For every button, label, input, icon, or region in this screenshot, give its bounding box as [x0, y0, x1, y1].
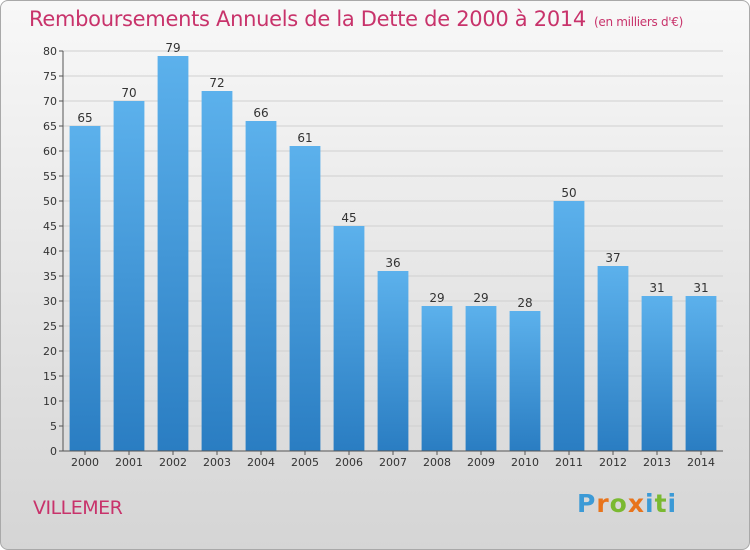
y-tick-label: 45 [43, 220, 57, 233]
x-tick-label-2000: 2000 [71, 456, 99, 469]
x-tick-label-2004: 2004 [247, 456, 275, 469]
x-tick-label-2003: 2003 [203, 456, 231, 469]
commune-name: VILLEMER [33, 497, 123, 519]
x-tick-label-2013: 2013 [643, 456, 671, 469]
data-label-2013: 31 [649, 281, 664, 295]
bar-2010 [509, 311, 541, 451]
bar-2001 [113, 101, 145, 451]
axes: 0 5 10 15 20 25 30 35 40 45 50 55 60 65 70 75 80 2000 2001… [43, 45, 723, 469]
logo-letter: r [596, 489, 610, 518]
data-label-2009: 29 [473, 291, 488, 305]
x-tick-label-2012: 2012 [599, 456, 627, 469]
bar-2006 [333, 226, 365, 451]
bar-2003 [201, 91, 233, 451]
bar-2007 [377, 271, 409, 451]
y-tick-label: 30 [43, 295, 57, 308]
data-label-2012: 37 [605, 251, 620, 265]
x-tick-label-2005: 2005 [291, 456, 319, 469]
y-tick-label: 70 [43, 95, 57, 108]
logo-letter: t [654, 489, 668, 518]
bar-2000 [69, 126, 101, 451]
y-tick-label: 60 [43, 145, 57, 158]
logo-letter: P [577, 489, 597, 518]
x-tick-label-2009: 2009 [467, 456, 495, 469]
data-label-2010: 28 [517, 296, 532, 310]
y-tick-label: 10 [43, 395, 57, 408]
y-tick-label: 50 [43, 195, 57, 208]
x-tick-label-2006: 2006 [335, 456, 363, 469]
bar-2012 [597, 266, 629, 451]
bar-2002 [157, 56, 189, 451]
x-tick-label-2014: 2014 [687, 456, 715, 469]
y-tick-label: 35 [43, 270, 57, 283]
bar-2004 [245, 121, 277, 451]
chart-title: Remboursements Annuels de la Dette de 20… [29, 7, 683, 31]
bar-2014 [685, 296, 717, 451]
bars: 65 70 79 72 66 61 45 36 29 29 28 50 37 31 31 [69, 41, 717, 451]
chart-unit: (en milliers d'€) [594, 15, 684, 29]
logo-letter: x [627, 489, 645, 518]
x-tick-label-2001: 2001 [115, 456, 143, 469]
bar-2013 [641, 296, 673, 451]
y-tick-label: 40 [43, 245, 57, 258]
y-tick-label: 5 [50, 420, 57, 433]
data-label-2003: 72 [209, 76, 224, 90]
data-label-2008: 29 [429, 291, 444, 305]
data-label-2011: 50 [561, 186, 576, 200]
bar-2005 [289, 146, 321, 451]
data-label-2002: 79 [165, 41, 180, 55]
y-tick-label: 65 [43, 120, 57, 133]
y-tick-label: 55 [43, 170, 57, 183]
data-label-2006: 45 [341, 211, 356, 225]
bar-2009 [465, 306, 497, 451]
bar-2008 [421, 306, 453, 451]
data-label-2000: 65 [77, 111, 92, 125]
logo-letter: i [645, 489, 655, 518]
y-tick-label: 75 [43, 70, 57, 83]
y-tick-label: 25 [43, 320, 57, 333]
x-tick-label-2008: 2008 [423, 456, 451, 469]
bar-2011 [553, 201, 585, 451]
x-tick-label-2010: 2010 [511, 456, 539, 469]
y-tick-label: 0 [50, 445, 57, 458]
y-tick-label: 15 [43, 370, 57, 383]
data-label-2005: 61 [297, 131, 312, 145]
y-tick-label: 20 [43, 345, 57, 358]
x-tick-label-2011: 2011 [555, 456, 583, 469]
data-label-2004: 66 [253, 106, 268, 120]
chart-title-text: Remboursements Annuels de la Dette de 20… [29, 7, 586, 31]
data-label-2001: 70 [121, 86, 136, 100]
y-tick-label: 80 [43, 45, 57, 58]
x-tick-label-2007: 2007 [379, 456, 407, 469]
data-label-2014: 31 [693, 281, 708, 295]
logo-letter: o [609, 489, 628, 518]
data-label-2007: 36 [385, 256, 400, 270]
x-tick-label-2002: 2002 [159, 456, 187, 469]
logo-letter: i [667, 489, 678, 518]
proxiti-logo: Proxiti [577, 489, 677, 518]
